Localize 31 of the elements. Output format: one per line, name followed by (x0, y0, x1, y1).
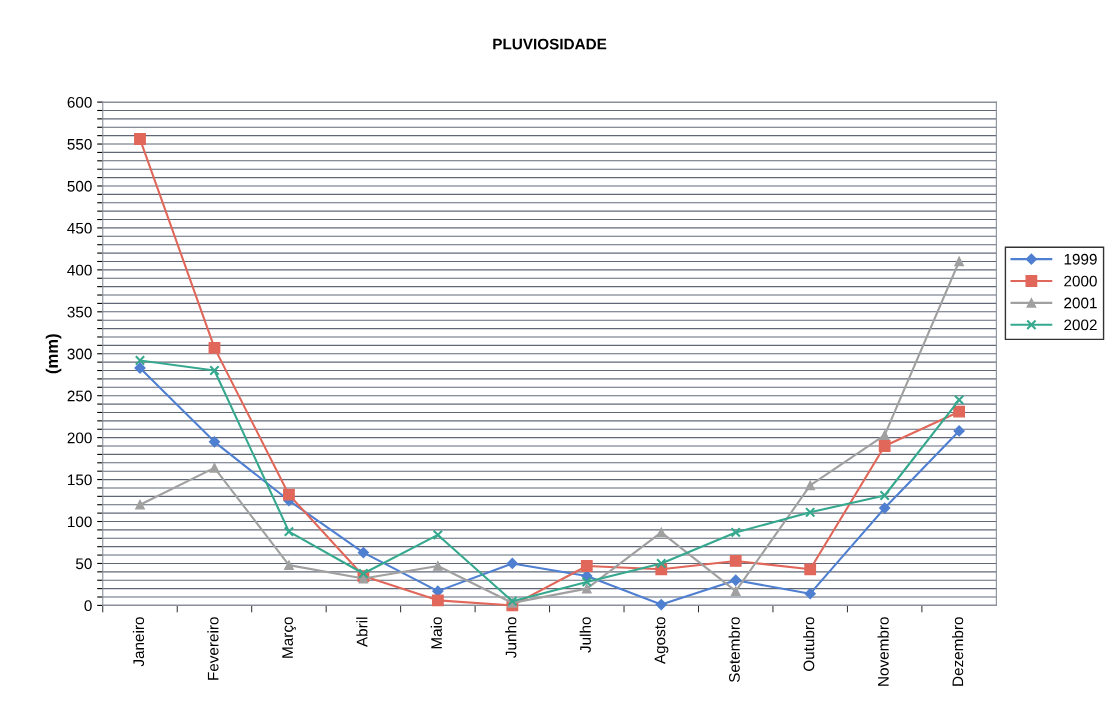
x-tick-label: Março (282, 617, 297, 658)
y-tick-label: 400 (67, 264, 92, 276)
x-tick-label: Novembro (877, 617, 889, 686)
y-tick-label: 350 (67, 306, 92, 318)
chart-title: PLUVIOSIDADE (493, 38, 607, 50)
x-tick-label: Junho (505, 617, 517, 658)
y-tick-label: 600 (67, 96, 92, 108)
y-axis-title: (mm) (45, 334, 62, 374)
x-tick-label: Dezembro (952, 617, 964, 686)
y-tick-label: 450 (67, 222, 92, 234)
legend-label: 2001 (1064, 297, 1097, 309)
legend-label: 2000 (1064, 275, 1097, 287)
y-tick-label: 250 (67, 390, 92, 402)
y-tick-label: 150 (68, 474, 92, 486)
y-tick-label: 500 (67, 180, 92, 192)
x-tick-label: Setembro (728, 617, 740, 683)
legend-label: 1999 (1064, 253, 1097, 265)
y-tick-label: 550 (67, 138, 92, 150)
x-tick-label: Janeiro (132, 617, 145, 667)
x-tick-label: Maio (430, 617, 442, 649)
x-tick-label: Fevereiro (207, 617, 219, 680)
x-tick-label: Agosto (654, 617, 669, 665)
y-tick-label: 100 (68, 516, 92, 528)
y-tick-label: 200 (67, 432, 92, 444)
x-tick-label: Julho (579, 617, 591, 653)
y-tick-label: 300 (67, 348, 92, 360)
legend-label: 2002 (1064, 319, 1097, 331)
y-tick-label: 0 (84, 600, 92, 612)
x-tick-label: Outubro (803, 617, 815, 671)
y-tick-label: 50 (75, 558, 92, 570)
x-tick-label: Abril (356, 617, 368, 648)
